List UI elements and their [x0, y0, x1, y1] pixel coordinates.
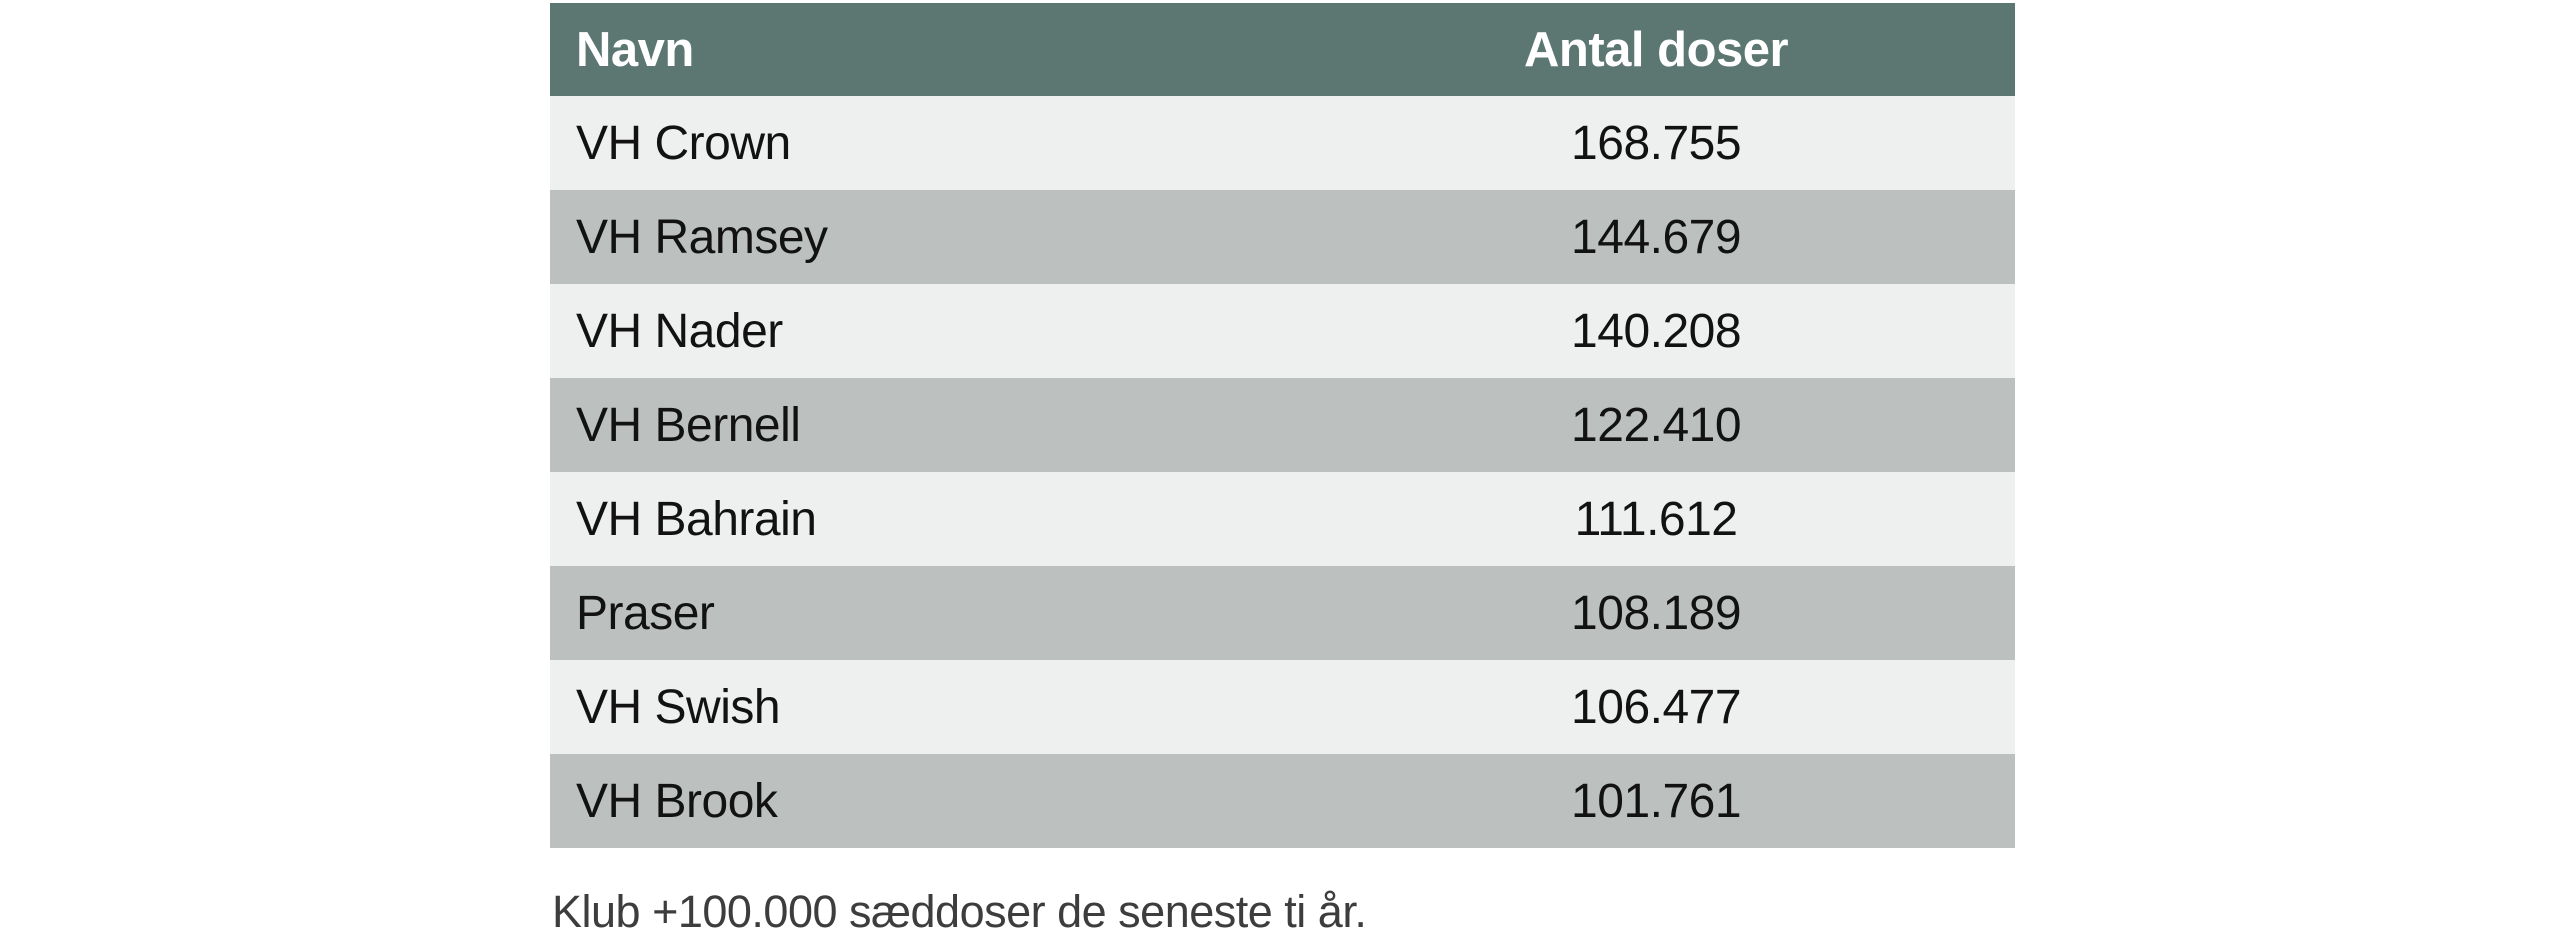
row-doses-cell: 168.755	[1571, 116, 1742, 170]
row-doses-cell: 106.477	[1571, 680, 1742, 734]
row-doses-cell: 108.189	[1571, 586, 1742, 640]
row-name-cell: VH Bernell	[576, 398, 801, 452]
table-row: VH Nader 140.208	[550, 284, 2015, 378]
column-header-antal-doser: Antal doser	[1524, 22, 1789, 77]
row-name-cell: VH Nader	[576, 304, 783, 358]
table-row: VH Bernell 122.410	[550, 378, 2015, 472]
row-name-cell: VH Brook	[576, 774, 778, 828]
row-name-cell: VH Swish	[576, 680, 781, 734]
table-row: VH Swish 106.477	[550, 660, 2015, 754]
table-row: Praser 108.189	[550, 566, 2015, 660]
row-name-cell: VH Ramsey	[576, 210, 828, 264]
table-caption: Klub +100.000 sæddoser de seneste ti år.	[552, 886, 1367, 937]
row-doses-cell: 122.410	[1571, 398, 1742, 452]
table-row: VH Crown 168.755	[550, 96, 2015, 190]
row-name-cell: VH Bahrain	[576, 492, 817, 546]
row-name-cell: Praser	[576, 586, 715, 640]
row-doses-cell: 111.612	[1574, 492, 1738, 546]
table-header-row: Navn Antal doser	[550, 3, 2015, 96]
doses-table: Navn Antal doser VH Crown 168.755 VH Ram…	[550, 3, 2015, 848]
column-header-navn: Navn	[576, 22, 694, 77]
row-name-cell: VH Crown	[576, 116, 791, 170]
table-row: VH Brook 101.761	[550, 754, 2015, 848]
table-row: VH Ramsey 144.679	[550, 190, 2015, 284]
row-doses-cell: 140.208	[1571, 304, 1742, 358]
row-doses-cell: 101.761	[1571, 774, 1742, 828]
table-row: VH Bahrain 111.612	[550, 472, 2015, 566]
row-doses-cell: 144.679	[1571, 210, 1742, 264]
